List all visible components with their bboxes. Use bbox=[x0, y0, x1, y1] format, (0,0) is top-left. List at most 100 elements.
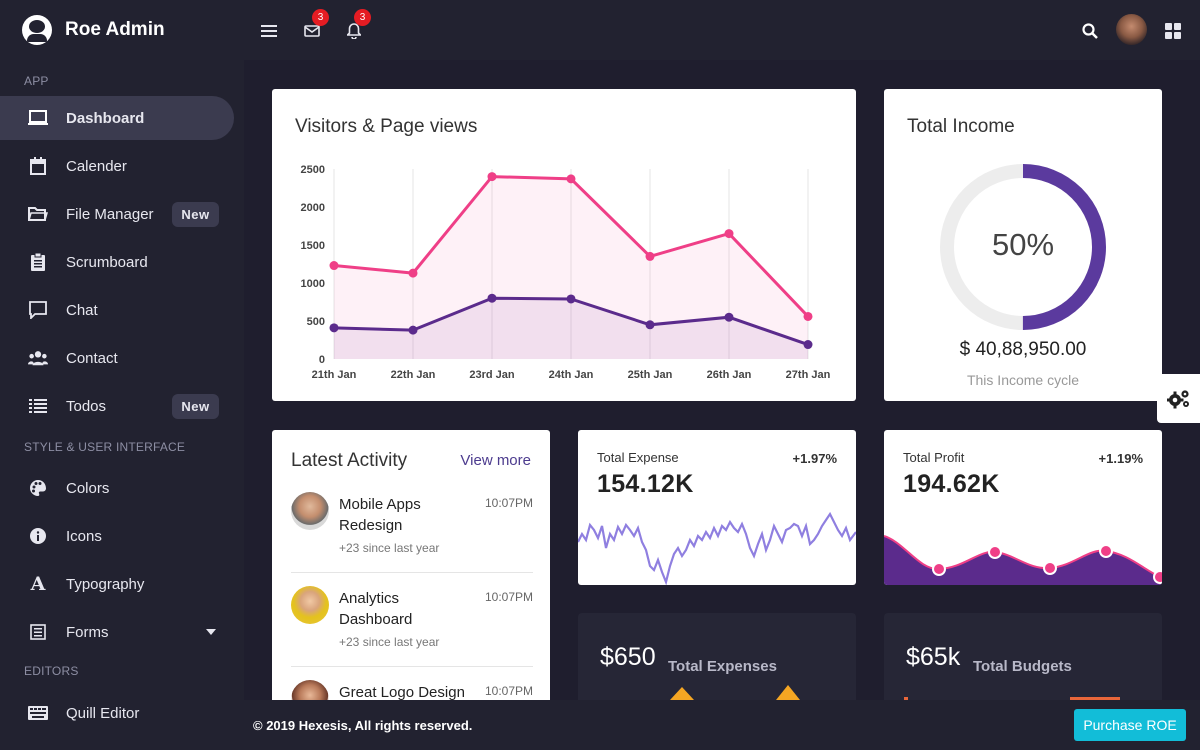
total-expenses-dark-card: $650 Total Expenses bbox=[578, 613, 856, 713]
grid-icon bbox=[1165, 23, 1181, 39]
search-icon bbox=[1082, 23, 1098, 39]
y-tick-label: 2500 bbox=[301, 164, 325, 176]
activity-title: Latest Activity bbox=[291, 450, 408, 471]
footer: © 2019 Hexesis, All rights reserved. Pur… bbox=[244, 700, 1200, 750]
x-tick-label: 21th Jan bbox=[312, 369, 357, 381]
y-tick-label: 0 bbox=[319, 354, 325, 366]
sidebar-item-label: Quill Editor bbox=[66, 704, 140, 722]
dark-stat-label: Total Budgets bbox=[973, 658, 1072, 675]
data-point bbox=[645, 320, 655, 330]
sidebar: Roe Admin APP Dashboard Calender File Ma… bbox=[0, 0, 244, 750]
data-point bbox=[408, 268, 418, 278]
sidebar-item-quill-editor[interactable]: Quill Editor bbox=[0, 691, 244, 735]
total-profit-card: Total Profit +1.19% 194.62K bbox=[884, 430, 1162, 585]
total-expense-card: Total Expense +1.97% 154.12K bbox=[578, 430, 856, 585]
mail-button[interactable]: 3 bbox=[297, 9, 329, 46]
notifications-button[interactable]: 3 bbox=[339, 9, 371, 46]
x-tick-label: 26th Jan bbox=[707, 369, 752, 381]
profit-area bbox=[884, 536, 1162, 585]
sidebar-item-calender[interactable]: Calender bbox=[0, 144, 244, 188]
mail-count-badge: 3 bbox=[312, 9, 329, 26]
list-item[interactable]: Mobile Apps Redesign 10:07PM +23 since l… bbox=[291, 492, 533, 572]
data-point bbox=[408, 325, 418, 335]
sidebar-item-icons[interactable]: Icons bbox=[0, 514, 244, 558]
avatar bbox=[291, 586, 329, 624]
apps-button[interactable] bbox=[1158, 16, 1188, 46]
sidebar-item-label: Colors bbox=[66, 479, 110, 497]
sidebar-item-forms[interactable]: Forms bbox=[0, 610, 244, 654]
sidebar-item-label: Forms bbox=[66, 623, 109, 641]
divider bbox=[291, 666, 533, 667]
sidebar-item-chat[interactable]: Chat bbox=[0, 288, 244, 332]
new-badge: New bbox=[172, 202, 219, 227]
menu-toggle-button[interactable] bbox=[254, 16, 284, 46]
sidebar-item-label: Todos bbox=[66, 397, 107, 415]
palette-icon bbox=[28, 478, 48, 498]
x-tick-label: 23rd Jan bbox=[469, 369, 515, 381]
new-badge: New bbox=[172, 394, 219, 419]
info-icon bbox=[28, 526, 48, 546]
bell-icon bbox=[347, 23, 361, 39]
activity-item-time: 10:07PM bbox=[484, 590, 533, 604]
sidebar-item-file-manager[interactable]: File Manager New bbox=[0, 192, 244, 236]
activity-item-time: 10:07PM bbox=[484, 496, 533, 510]
y-tick-label: 1500 bbox=[301, 240, 325, 252]
data-point bbox=[803, 340, 813, 350]
list-item[interactable]: Great Logo Design 10:07PM bbox=[291, 680, 533, 720]
data-point bbox=[487, 293, 497, 303]
brand[interactable]: Roe Admin bbox=[0, 0, 244, 60]
budgets-bars bbox=[904, 697, 1120, 703]
profit-point bbox=[932, 562, 946, 576]
activity-card: Latest Activity View more Mobile Apps Re… bbox=[272, 430, 550, 720]
list-icon bbox=[28, 396, 48, 416]
x-tick-label: 22th Jan bbox=[391, 369, 436, 381]
sidebar-item-typography[interactable]: A Typography bbox=[0, 562, 244, 606]
brand-name: Roe Admin bbox=[65, 19, 165, 40]
income-percent: 50% bbox=[991, 227, 1055, 262]
purchase-button[interactable]: Purchase ROE bbox=[1074, 709, 1186, 741]
clipboard-icon bbox=[28, 252, 48, 272]
dark-stat-value: $650 bbox=[600, 643, 656, 671]
expense-sparkline bbox=[578, 511, 856, 585]
y-tick-label: 1000 bbox=[301, 278, 325, 290]
nav-section-app: APP bbox=[24, 74, 49, 88]
dark-stat-label: Total Expenses bbox=[668, 658, 777, 675]
profit-point bbox=[1099, 544, 1113, 558]
sidebar-item-label: File Manager bbox=[66, 205, 154, 223]
data-point bbox=[645, 251, 655, 261]
data-point bbox=[724, 312, 734, 322]
user-avatar[interactable] bbox=[1116, 14, 1147, 45]
topbar: 3 3 bbox=[244, 0, 1200, 60]
notification-count-badge: 3 bbox=[354, 9, 371, 26]
mail-icon bbox=[304, 25, 320, 37]
search-button[interactable] bbox=[1075, 16, 1105, 46]
stat-label: Total Expense bbox=[597, 450, 679, 465]
sidebar-item-label: Dashboard bbox=[66, 109, 145, 127]
income-card: Total Income 50% $ 40,88,950.00 This Inc… bbox=[884, 89, 1162, 401]
stat-change: +1.19% bbox=[1098, 451, 1143, 466]
view-more-link[interactable]: View more bbox=[460, 452, 531, 469]
activity-item-sub: +23 since last year bbox=[339, 635, 440, 649]
sidebar-item-todos[interactable]: Todos New bbox=[0, 384, 244, 428]
sidebar-item-contact[interactable]: Contact bbox=[0, 336, 244, 380]
settings-toggle-button[interactable] bbox=[1157, 374, 1200, 423]
data-point bbox=[724, 229, 734, 239]
typography-icon: A bbox=[30, 573, 46, 595]
x-tick-label: 27th Jan bbox=[786, 369, 831, 381]
activity-item-title: Great Logo Design bbox=[339, 684, 465, 701]
profit-point bbox=[1153, 570, 1162, 584]
sidebar-item-label: Scrumboard bbox=[66, 253, 148, 271]
sparkline-line bbox=[578, 511, 856, 585]
sidebar-item-scrumboard[interactable]: Scrumboard bbox=[0, 240, 244, 284]
profit-point bbox=[988, 545, 1002, 559]
list-item[interactable]: Analytics Dashboard 10:07PM +23 since la… bbox=[291, 586, 533, 666]
activity-item-title: Analytics Dashboard bbox=[339, 590, 413, 628]
series-area bbox=[334, 298, 808, 359]
sidebar-item-colors[interactable]: Colors bbox=[0, 466, 244, 510]
brand-logo-icon bbox=[22, 15, 52, 45]
users-icon bbox=[28, 348, 48, 368]
sidebar-item-dashboard[interactable]: Dashboard bbox=[0, 96, 234, 140]
activity-item-sub: +23 since last year bbox=[339, 541, 440, 555]
stat-change: +1.97% bbox=[792, 451, 837, 466]
expenses-peaks bbox=[670, 685, 800, 700]
